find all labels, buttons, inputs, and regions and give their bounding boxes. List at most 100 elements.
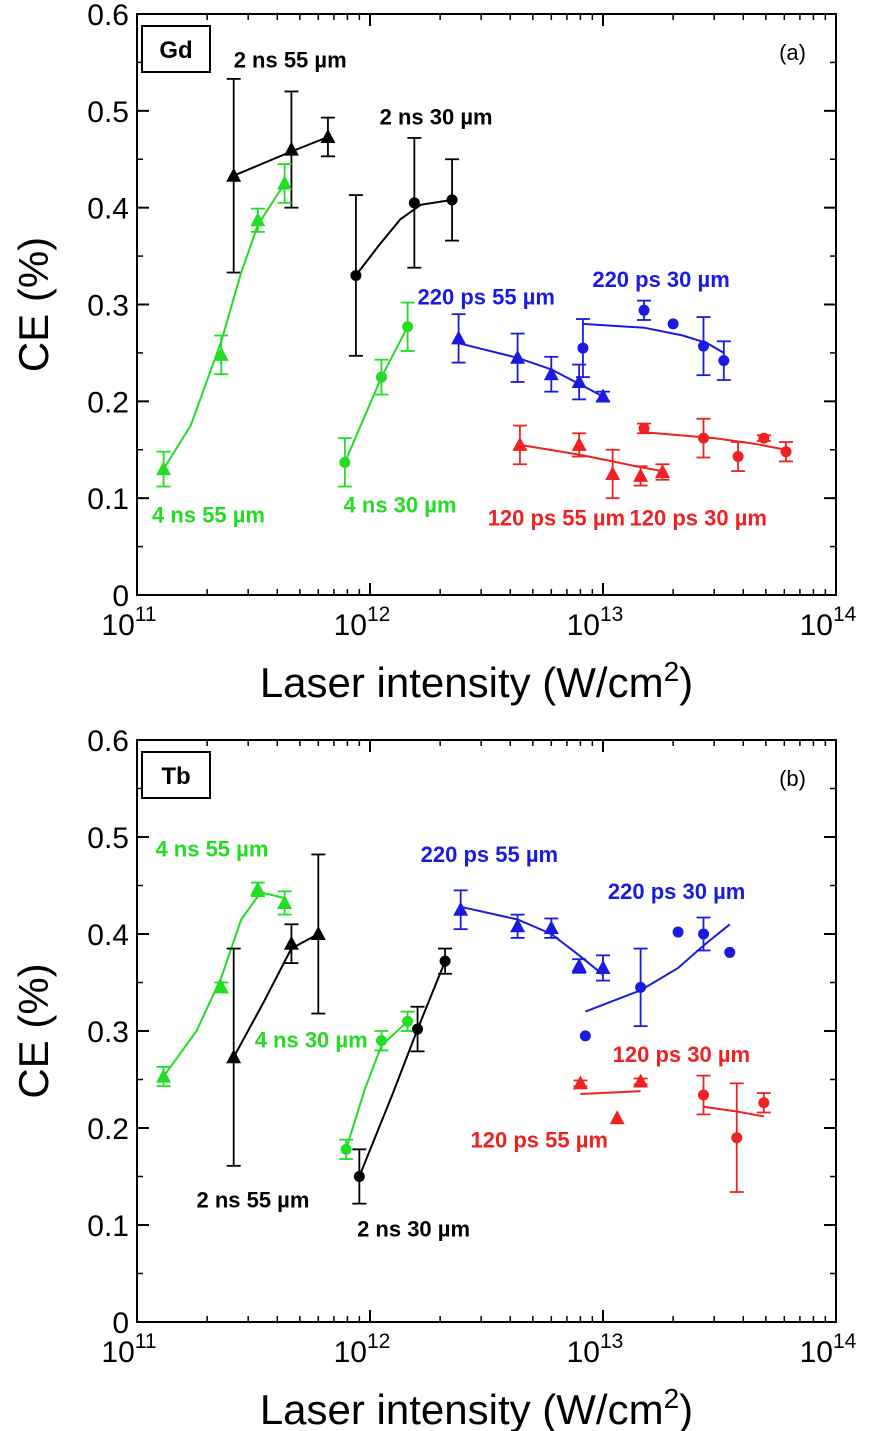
data-point-triangle (310, 926, 326, 940)
data-point-triangle (226, 167, 242, 182)
series-7 (696, 1074, 771, 1193)
fit-line (580, 1090, 641, 1095)
data-point-circle (698, 340, 710, 352)
data-point-circle (577, 342, 589, 354)
series-annotation: 4 ns 30 µm (344, 493, 457, 518)
series-annotation: 220 ps 30 µm (592, 267, 729, 292)
y-tick-label: 0 (112, 580, 129, 613)
data-point-circle (353, 1171, 365, 1182)
series-annotation: 4 ns 30 µm (255, 1027, 368, 1052)
data-point-triangle (320, 128, 336, 143)
y-axis-title: CE (%) (10, 237, 57, 372)
fit-line (232, 933, 319, 1058)
data-point-triangle (609, 1110, 625, 1125)
element-box (141, 25, 211, 73)
x-tick-exponent: 14 (833, 603, 857, 626)
series-annotation: 4 ns 55 µm (155, 836, 268, 861)
series-5 (579, 916, 736, 1042)
x-axis-title-superscript: 2 (664, 656, 680, 687)
data-point-triangle (510, 349, 526, 364)
data-point-triangle (571, 436, 587, 451)
fit-line (643, 431, 787, 451)
data-point-triangle (283, 141, 299, 156)
data-point-circle (579, 1030, 591, 1042)
series-1 (339, 1010, 415, 1160)
data-point-triangle (654, 464, 670, 479)
y-tick-label: 0.5 (87, 822, 129, 855)
y-tick-label: 0.4 (87, 919, 129, 952)
data-point-triangle (277, 894, 293, 909)
series-5 (575, 299, 731, 381)
series-7 (637, 417, 793, 472)
data-point-circle (402, 1015, 414, 1027)
x-axis-title-superscript: 2 (664, 1383, 680, 1414)
data-point-triangle (213, 346, 229, 361)
y-tick-label: 0.6 (87, 0, 129, 32)
series-annotation: 220 ps 55 µm (421, 842, 558, 867)
x-tick-exponent: 13 (600, 1330, 623, 1353)
data-point-circle (731, 1132, 743, 1144)
series-annotation: 120 ps 30 µm (630, 505, 767, 530)
data-point-triangle (571, 958, 587, 973)
series-annotation: 2 ns 30 µm (357, 1217, 470, 1242)
data-point-triangle (572, 1075, 588, 1090)
x-tick-label: 1014 (800, 1330, 857, 1369)
series-annotation: 2 ns 55 µm (196, 1188, 309, 1213)
x-axis-title-close: ) (679, 1386, 693, 1431)
x-tick-base: 10 (800, 609, 833, 642)
series-4 (453, 889, 611, 982)
series-annotation: 2 ns 55 µm (234, 47, 347, 72)
x-tick-exponent: 12 (367, 603, 390, 626)
y-tick-label: 0 (112, 1307, 129, 1340)
data-point-circle (724, 946, 736, 958)
data-point-circle (339, 456, 351, 468)
x-axis-title: Laser intensity (W/cm2) (260, 656, 693, 706)
series-3 (337, 301, 415, 488)
element-label: Gd (159, 37, 192, 64)
chart-panel-a: 1011 1012 1013 101400.10.20.30.40.50.6Laser… (10, 0, 857, 706)
y-tick-label: 0.2 (87, 386, 129, 419)
data-point-circle (638, 304, 650, 316)
x-tick-label: 1013 (567, 1330, 624, 1369)
fit-line (358, 960, 447, 1177)
data-point-triangle (543, 920, 559, 935)
series-annotation: 220 ps 30 µm (608, 879, 745, 904)
chart-panel-b: 1011 1012 1013 101400.10.20.30.40.50.6Laser… (10, 725, 857, 1431)
x-tick-label: 1011 (101, 603, 156, 642)
series-annotation: 120 ps 55 µm (488, 505, 625, 530)
fit-line (345, 1020, 409, 1150)
series-annotation: 2 ns 30 µm (380, 104, 493, 129)
series-0 (156, 881, 293, 1088)
x-axis-title-text: Laser intensity (W/cm (260, 659, 664, 706)
data-point-circle (635, 981, 647, 993)
y-tick-label: 0.6 (87, 725, 129, 758)
data-point-triangle (510, 918, 526, 933)
data-point-circle (698, 928, 710, 940)
y-tick-label: 0.4 (87, 193, 129, 226)
data-point-circle (758, 1097, 770, 1109)
x-tick-base: 10 (800, 1336, 833, 1369)
series-2 (226, 853, 326, 1167)
series-1 (348, 137, 460, 357)
data-point-circle (402, 321, 414, 333)
panel-label: (a) (779, 40, 806, 65)
fit-line (703, 1105, 764, 1118)
x-tick-base: 10 (334, 1336, 367, 1369)
y-tick-label: 0.3 (87, 290, 129, 323)
x-axis-title-close: ) (679, 659, 693, 706)
y-axis-title: CE (%) (10, 963, 57, 1098)
data-point-circle (698, 432, 710, 444)
data-point-triangle (156, 1068, 172, 1083)
plot-frame (136, 739, 837, 1323)
data-point-circle (638, 422, 650, 434)
data-point-triangle (633, 467, 649, 482)
y-tick-label: 0.1 (87, 1210, 129, 1243)
x-tick-label: 1011 (101, 1330, 156, 1369)
series-annotation: 4 ns 55 µm (152, 502, 265, 527)
data-point-triangle (453, 901, 469, 916)
x-tick-base: 10 (334, 609, 367, 642)
fit-line (162, 182, 286, 470)
series-6 (572, 1073, 649, 1125)
data-point-triangle (512, 436, 528, 451)
